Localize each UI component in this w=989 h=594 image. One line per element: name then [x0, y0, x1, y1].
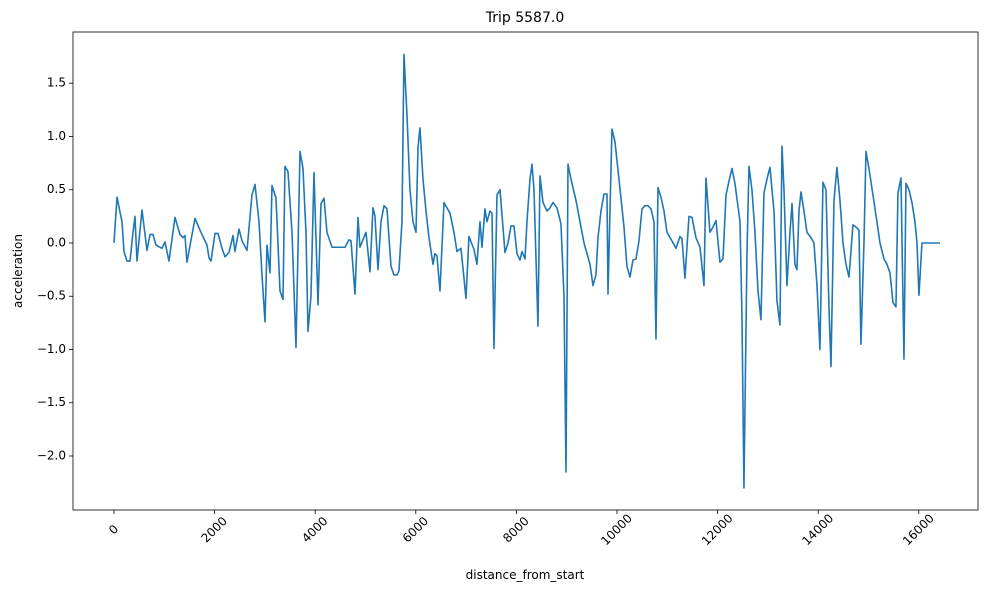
y-tick-label: 0.0: [47, 235, 66, 249]
x-tick-label: 8000: [500, 514, 531, 545]
y-tick-label: −1.5: [37, 395, 66, 409]
chart-title: Trip 5587.0: [485, 10, 564, 26]
x-tick-label: 12000: [699, 511, 736, 548]
plot-frame: [72, 31, 979, 511]
y-tick-label: 1.0: [47, 129, 66, 143]
y-tick-label: −1.0: [37, 342, 66, 356]
y-tick-label: 1.5: [47, 76, 66, 90]
x-tick-label: 10000: [598, 511, 635, 548]
x-tick-label: 6000: [400, 514, 431, 545]
x-axis-label: distance_from_start: [466, 568, 585, 582]
data-line: [113, 53, 940, 489]
x-tick-label: 4000: [299, 514, 330, 545]
y-tick-label: 0.5: [47, 182, 66, 196]
x-tick-label: 0: [106, 522, 121, 537]
y-tick-label: −0.5: [37, 289, 66, 303]
x-tick-label: 2000: [198, 514, 229, 545]
y-axis-label: acceleration: [11, 234, 25, 308]
x-tick-label: 16000: [900, 511, 937, 548]
y-tick-label: −2.0: [37, 449, 66, 463]
x-tick-label: 14000: [799, 511, 836, 548]
